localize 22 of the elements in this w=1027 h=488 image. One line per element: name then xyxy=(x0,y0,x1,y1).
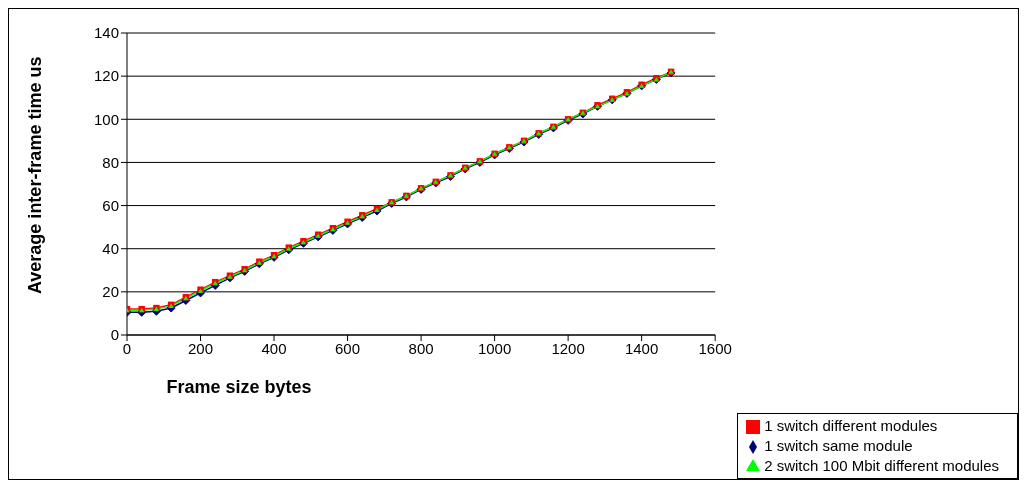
y-tick-label: 0 xyxy=(110,326,119,344)
y-axis-title: Average inter-frame time us xyxy=(25,56,46,294)
y-tick-label: 80 xyxy=(102,153,119,171)
y-tick-label: 100 xyxy=(93,110,119,128)
x-tick-label: 200 xyxy=(188,339,214,357)
x-tick-label: 1600 xyxy=(698,339,732,357)
y-tick-label: 60 xyxy=(102,196,119,214)
y-tick-label: 120 xyxy=(93,67,119,85)
x-tick-label: 1400 xyxy=(624,339,659,357)
x-tick-label: 1000 xyxy=(477,339,512,357)
legend-label: 2 switch 100 Mbit different modules xyxy=(764,457,999,474)
x-tick-label: 1200 xyxy=(551,339,585,357)
y-tick-label: 140 xyxy=(93,24,119,42)
x-tick-label: 400 xyxy=(261,339,287,357)
y-tick-label: 40 xyxy=(102,240,119,258)
x-axis-title: Frame size bytes xyxy=(165,377,313,398)
x-tick-label: 800 xyxy=(408,339,434,357)
y-tick-label: 20 xyxy=(102,283,119,301)
x-tick-label: 0 xyxy=(122,339,132,357)
x-tick-label: 600 xyxy=(335,339,361,357)
legend-label: 1 switch different modules xyxy=(764,417,938,434)
legend-label: 1 switch same module xyxy=(764,437,913,454)
